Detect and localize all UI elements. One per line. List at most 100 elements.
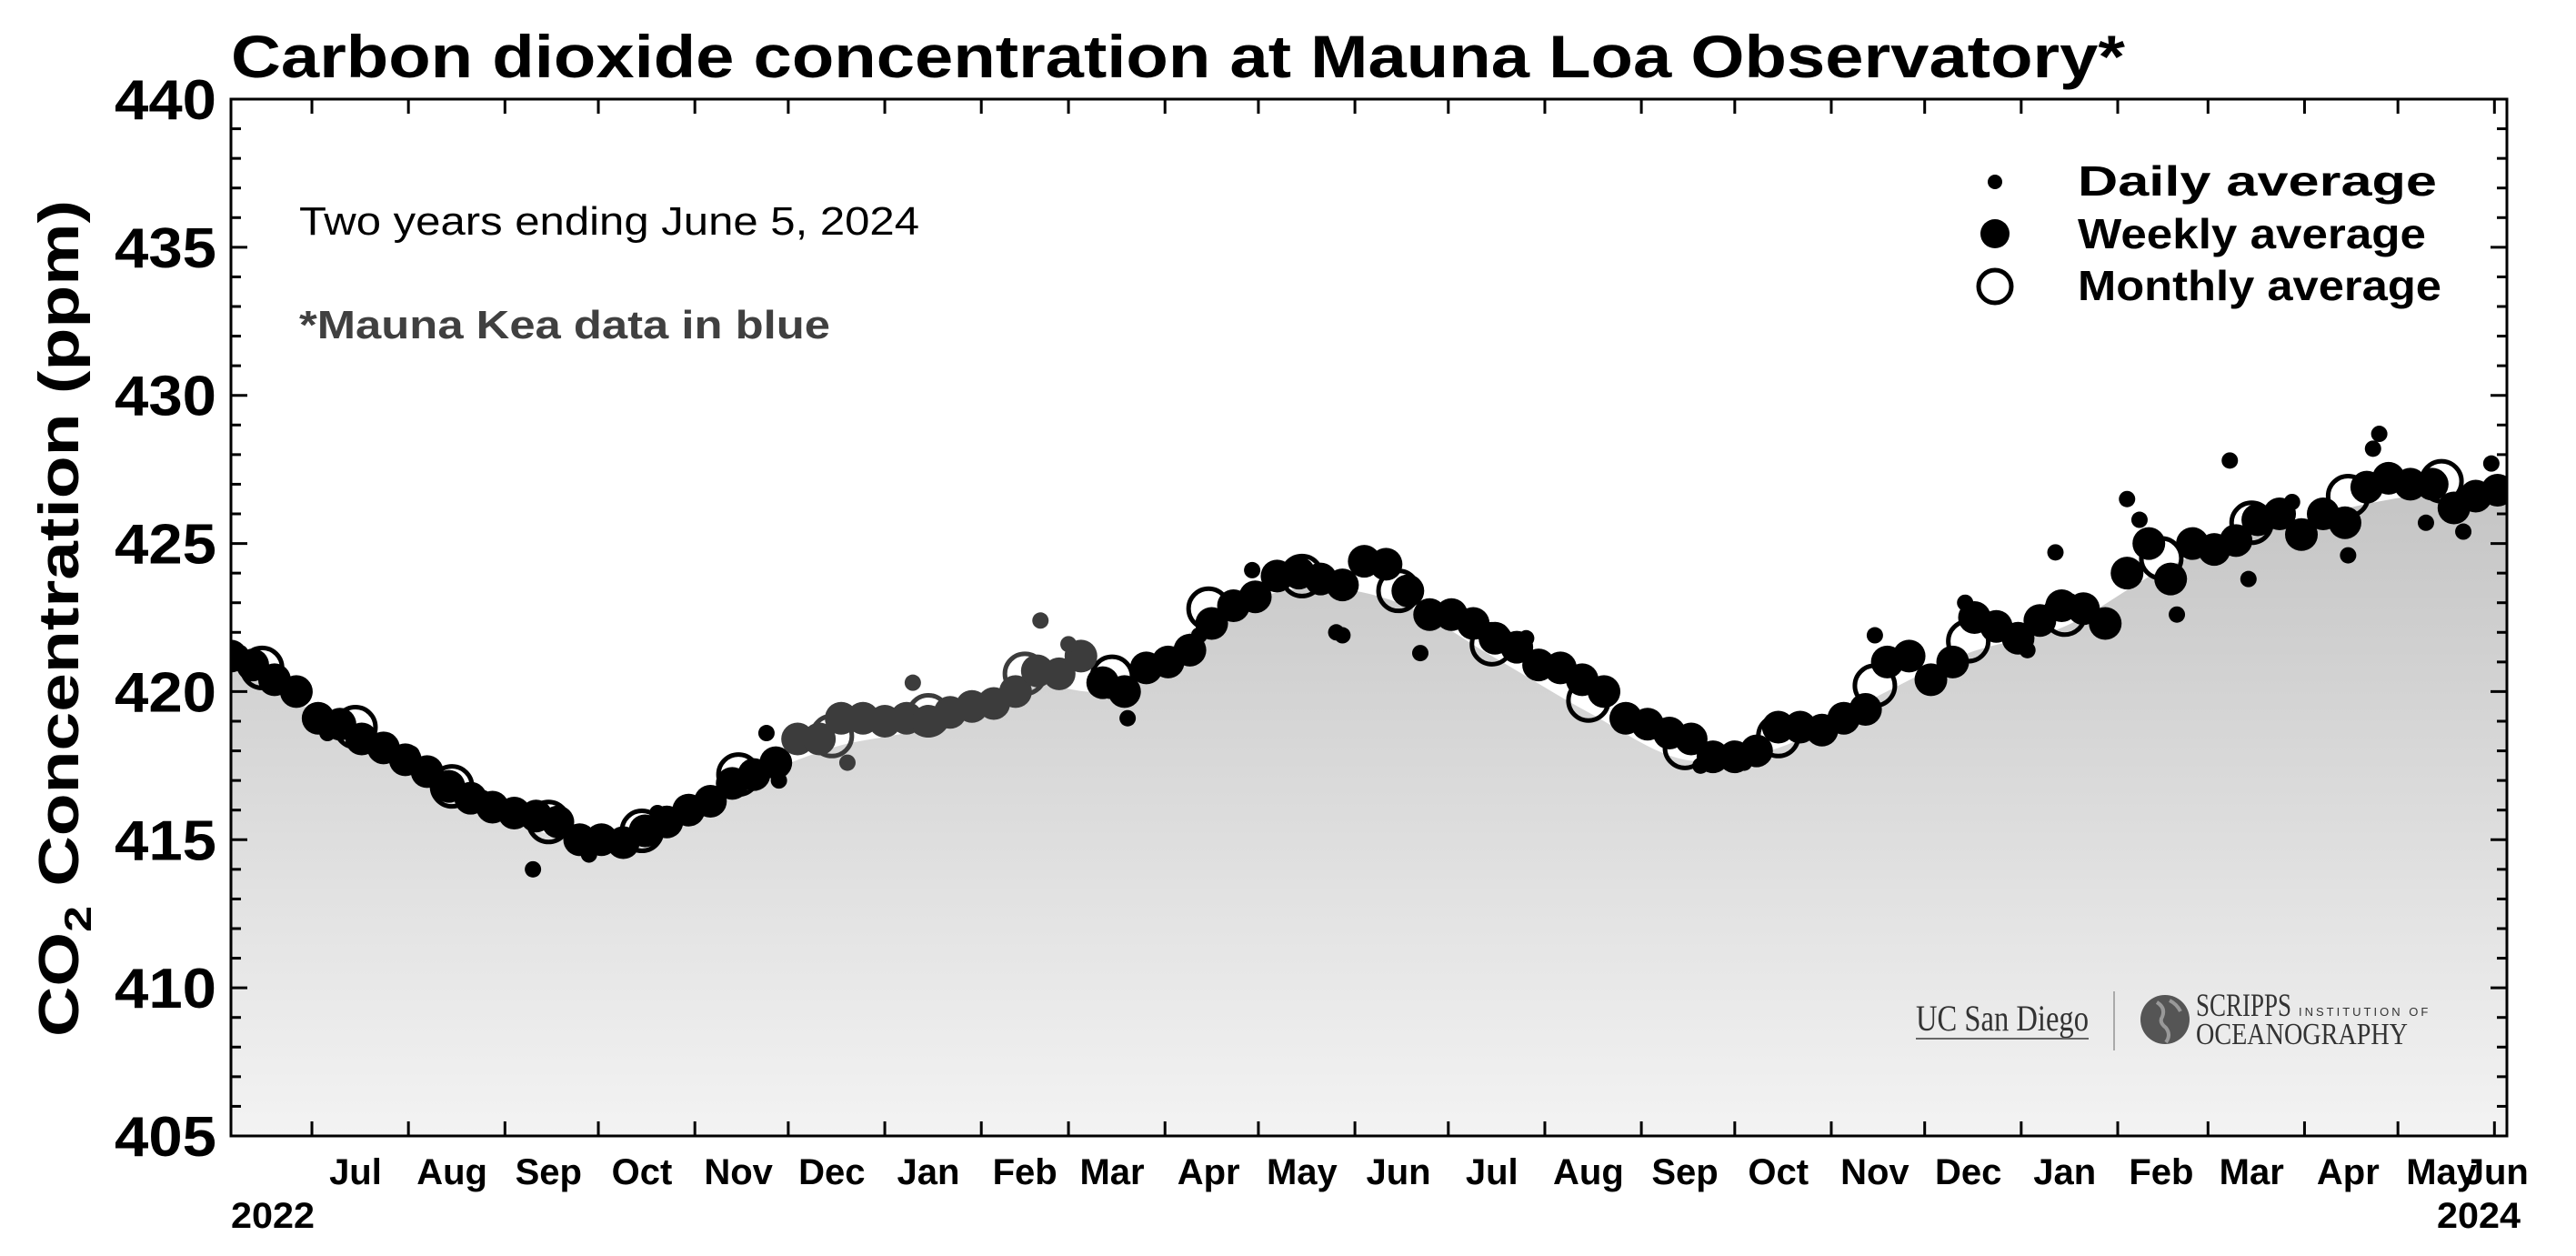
weekly-point xyxy=(1914,663,1948,697)
x-tick-label: Dec xyxy=(798,1152,865,1192)
ucsd-logo: UC San Diego xyxy=(1916,998,2089,1039)
x-tick-label: Nov xyxy=(704,1152,773,1192)
weekly-point xyxy=(1892,639,1926,673)
weekly-point xyxy=(1238,580,1272,614)
daily-point xyxy=(580,846,597,863)
daily-point xyxy=(475,789,492,807)
legend-monthly-marker xyxy=(1976,267,2014,306)
x-tick-label: Apr xyxy=(2317,1152,2380,1192)
x-tick-label: Mar xyxy=(1079,1152,1144,1192)
y-tick-label: 440 xyxy=(115,69,216,132)
x-tick-label: Aug xyxy=(416,1152,487,1192)
daily-point xyxy=(708,787,726,804)
x-year-start: 2022 xyxy=(231,1196,315,1236)
daily-point xyxy=(1957,594,1974,611)
x-tick-label: Feb xyxy=(2129,1152,2193,1192)
mauna-kea-note: *Mauna Kea data in blue xyxy=(299,303,830,347)
y-axis-label-rest: Concentration (ppm) xyxy=(28,200,91,906)
y-tick-label: 420 xyxy=(115,661,216,724)
x-tick-label: Jun xyxy=(2464,1152,2529,1192)
weekly-point xyxy=(541,805,575,839)
daily-point xyxy=(1060,636,1078,653)
scripps-logo-bottom: OCEANOGRAPHY xyxy=(2196,1018,2408,1051)
axes: 405 410 415 420 425 430 435 440 Jul Aug Sep Oct Nov D… xyxy=(115,69,2529,1192)
x-tick-label: Dec xyxy=(1935,1152,2001,1192)
weekly-point xyxy=(2110,557,2144,590)
y-axis-label-co: CO xyxy=(28,932,91,1037)
daily-point xyxy=(770,772,787,789)
daily-point xyxy=(2019,641,2036,658)
daily-point xyxy=(1244,561,1261,578)
legend-monthly-label: Monthly average xyxy=(2078,262,2441,309)
daily-point xyxy=(232,645,249,662)
svg-text:CO2 Concentration (ppm): CO2 Concentration (ppm) xyxy=(28,200,99,1037)
legend: Daily average Weekly average Monthly ave… xyxy=(1976,157,2441,309)
daily-point xyxy=(838,754,856,771)
y-tick-label: 415 xyxy=(115,809,216,872)
weekly-point xyxy=(1674,722,1708,756)
x-tick-label: Jan xyxy=(2033,1152,2096,1192)
legend-weekly-marker xyxy=(1980,219,2010,248)
daily-point xyxy=(904,674,921,691)
weekly-point xyxy=(1936,645,1970,678)
weekly-point xyxy=(279,675,313,708)
daily-point xyxy=(1564,668,1581,686)
area-fill-path xyxy=(231,493,2507,1136)
daily-point xyxy=(2482,455,2500,472)
x-tick-label: Aug xyxy=(1553,1152,1624,1192)
y-tick-label: 430 xyxy=(115,366,216,428)
weekly-point xyxy=(1369,548,1403,581)
legend-daily-marker xyxy=(1988,175,2002,189)
x-tick-label: Apr xyxy=(1178,1152,1240,1192)
weekly-point xyxy=(1326,568,1359,602)
x-tick-label: Jan xyxy=(897,1152,960,1192)
weekly-point xyxy=(2481,473,2507,507)
daily-point xyxy=(1032,612,1049,629)
daily-point xyxy=(1474,624,1491,641)
weekly-point xyxy=(2328,506,2361,539)
daily-point xyxy=(2455,523,2472,540)
weekly-point xyxy=(2089,607,2122,640)
daily-point xyxy=(2240,570,2257,588)
weekly-point xyxy=(759,746,793,779)
chart-title: Carbon dioxide concentration at Mauna Lo… xyxy=(231,23,2125,90)
daily-point xyxy=(2047,544,2064,561)
weekly-point xyxy=(2154,562,2188,596)
daily-point xyxy=(2364,440,2381,457)
legend-daily-label: Daily average xyxy=(2078,157,2437,205)
daily-point xyxy=(1001,686,1018,703)
plot-frame xyxy=(229,97,2509,1138)
x-tick-label: Oct xyxy=(1748,1152,1809,1192)
x-tick-label: Sep xyxy=(516,1152,582,1192)
subtitle-annotation: Two years ending June 5, 2024 xyxy=(299,199,919,244)
x-tick-label: Oct xyxy=(612,1152,673,1192)
daily-point xyxy=(319,725,336,742)
daily-point xyxy=(403,745,420,762)
weekly-point xyxy=(1849,692,1882,726)
y-tick-label: 425 xyxy=(115,514,216,577)
globe-continents-icon xyxy=(2155,999,2182,1044)
x-tick-label: Feb xyxy=(993,1152,1057,1192)
x-tick-label: Sep xyxy=(1651,1152,1718,1192)
weekly-point xyxy=(1391,574,1425,608)
y-tick-label: 410 xyxy=(115,958,216,1020)
scripps-logo-main: SCRIPPS xyxy=(2196,987,2291,1023)
weekly-point xyxy=(803,722,837,756)
daily-point xyxy=(2371,426,2388,443)
daily-point xyxy=(757,725,775,742)
daily-point xyxy=(2169,606,2186,623)
daily-point xyxy=(1411,645,1428,662)
weekly-point xyxy=(2220,524,2253,558)
weekly-point xyxy=(1042,657,1076,690)
logos: UC San Diego SCRIPPS INSTITUTION OF OCEA… xyxy=(1916,987,2428,1051)
daily-point xyxy=(2221,452,2239,469)
x-tick-label: Nov xyxy=(1840,1152,1909,1192)
daily-point xyxy=(525,860,542,878)
daily-point xyxy=(1119,709,1137,727)
daily-point xyxy=(2340,547,2357,564)
legend-weekly-label: Weekly average xyxy=(2078,210,2426,257)
daily-point xyxy=(1190,627,1208,644)
x-year-end: 2024 xyxy=(2437,1196,2521,1236)
x-tick-label: May xyxy=(1267,1152,1338,1192)
